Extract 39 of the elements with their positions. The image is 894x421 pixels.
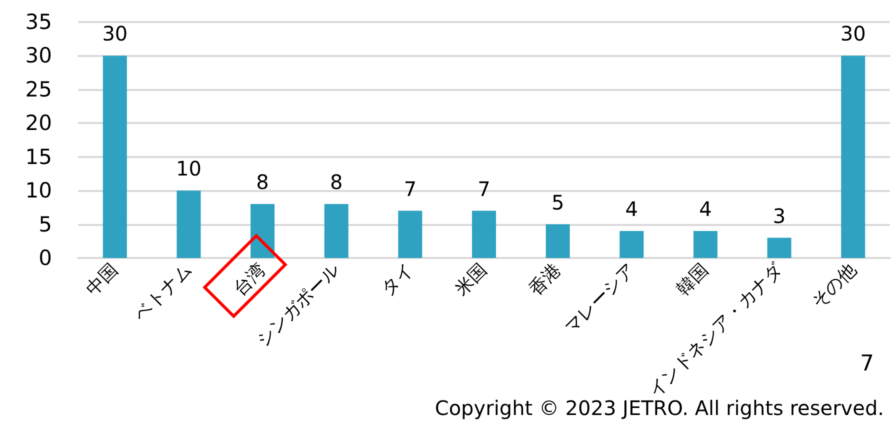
data-label: 8 xyxy=(256,170,269,194)
data-label: 7 xyxy=(404,176,417,201)
bar xyxy=(176,190,201,258)
y-tick-label: 20 xyxy=(25,111,52,136)
x-tick-label: 韓国 xyxy=(672,260,713,300)
bar xyxy=(546,224,570,258)
bar xyxy=(250,204,275,258)
y-tick-label: 0 xyxy=(38,246,52,270)
bar xyxy=(324,204,348,258)
x-tick-label: 中国 xyxy=(82,260,122,300)
data-label: 10 xyxy=(176,156,202,181)
text: 7 xyxy=(860,352,874,376)
x-tick-label: その他 xyxy=(807,260,861,313)
data-label: 8 xyxy=(330,170,343,194)
x-tick-label: タイ xyxy=(377,260,418,300)
y-tick-label: 5 xyxy=(38,212,52,236)
y-tick-label: 10 xyxy=(25,178,52,203)
bar xyxy=(693,231,718,258)
data-label: 4 xyxy=(699,197,712,222)
data-label: 4 xyxy=(625,197,638,222)
text: Copyright © 2023 JETRO. All rights reserved. xyxy=(434,396,884,420)
x-tick-label: 台湾 xyxy=(230,260,270,300)
bar xyxy=(767,238,792,258)
data-label: 30 xyxy=(102,22,128,46)
y-tick-label: 30 xyxy=(25,44,52,68)
x-tick-label: 米国 xyxy=(451,260,492,300)
x-tick-label: ベトナム xyxy=(130,260,196,326)
bar xyxy=(472,210,496,258)
data-label: 30 xyxy=(840,22,866,46)
data-label: 5 xyxy=(551,190,564,214)
y-tick-label: 35 xyxy=(25,10,52,34)
y-tick-label: 15 xyxy=(25,144,52,169)
y-tick-label: 25 xyxy=(25,77,52,102)
bar xyxy=(102,56,127,258)
data-label: 3 xyxy=(772,204,786,228)
bar xyxy=(398,210,422,258)
bar xyxy=(841,56,866,258)
data-label: 7 xyxy=(478,176,490,201)
bar xyxy=(620,231,644,258)
